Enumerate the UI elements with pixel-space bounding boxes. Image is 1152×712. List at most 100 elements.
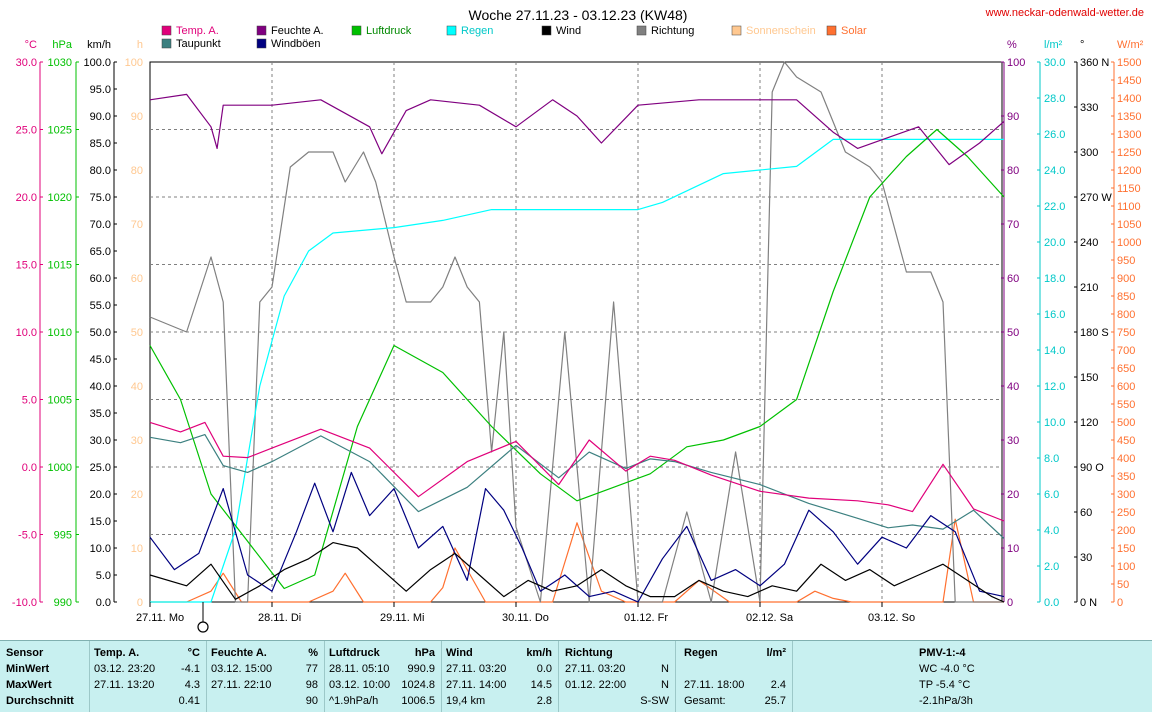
- x-day-label: 29.11. Mi: [380, 612, 424, 624]
- axis-tick-label: 750: [1117, 327, 1135, 339]
- axis-tick-label: 20: [1007, 489, 1019, 501]
- axis-tick-label: 1025: [48, 125, 72, 137]
- axis-tick-label: 1100: [1117, 201, 1141, 213]
- x-day-label: 27.11. Mo: [136, 612, 184, 624]
- axis-tick-label: 100: [125, 57, 143, 69]
- axis-tick-label: 0: [137, 597, 143, 609]
- axis-tick-label: 550: [1117, 399, 1135, 411]
- axis-tick-label: 24.0: [1044, 165, 1065, 177]
- dir-max-time: 01.12. 22:00: [565, 679, 627, 691]
- legend: Temp. A. Feuchte A. Luftdruck Regen Wind Rich…: [161, 25, 867, 50]
- temp-min-value: -4.1: [181, 663, 200, 675]
- axis-tick-label: 20: [131, 489, 143, 501]
- axis-tick-label: 10.0: [1044, 417, 1065, 429]
- rain-max-value: 2.4: [770, 679, 786, 691]
- axis-tick-label: 35.0: [90, 408, 111, 420]
- axis-tick-label: 80.0: [90, 165, 111, 177]
- pres-unit: hPa: [414, 647, 435, 659]
- pres-min-time: 28.11. 05:10: [329, 663, 390, 675]
- dir-max-value: N: [661, 679, 669, 691]
- legend-label: Regen: [461, 25, 493, 37]
- axis-tick-label: 250: [1117, 507, 1135, 519]
- current-time-marker: [197, 621, 209, 633]
- axis-tick-label: 5.0: [22, 395, 37, 407]
- pres-avg-value: 1006.5: [401, 695, 435, 707]
- rain-total-value: 25.7: [764, 695, 786, 707]
- axis-tick-label: 1020: [48, 192, 72, 204]
- x-day-label: 30.11. Do: [502, 612, 549, 624]
- axis-tick-label: 16.0: [1044, 309, 1065, 321]
- axis-tick-label: 60.0: [90, 273, 111, 285]
- axis-unit: hPa: [52, 39, 72, 51]
- axis-tick-label: 600: [1117, 381, 1135, 393]
- legend-swatch: [256, 25, 267, 36]
- axis-tick-label: 850: [1117, 291, 1135, 303]
- axis-tick-label: 990: [54, 597, 72, 609]
- axis-tick-label: 900: [1117, 273, 1135, 285]
- axis-tick-label: 350: [1117, 471, 1135, 483]
- max-label: MaxWert: [6, 679, 52, 691]
- axis-tick-label: 1050: [1117, 219, 1141, 231]
- axes: °C 30.0 25.0 20.0 15.0 10.0 5.0 0.0 -5.0 -10.0 hPa…: [12, 39, 1144, 609]
- temp-min-time: 03.12. 23:20: [94, 663, 156, 675]
- axis-tick-label: 12.0: [1044, 381, 1065, 393]
- axis-tick-label: 100: [1117, 561, 1135, 573]
- axis-tick-label: 15.0: [90, 516, 111, 528]
- axis-tick-label: 1500: [1117, 57, 1141, 69]
- temp-unit: °C: [187, 647, 200, 659]
- axis-tick-label: 10.0: [16, 327, 37, 339]
- series-wind: [149, 541, 1005, 603]
- axis-tick-label: 90.0: [90, 111, 111, 123]
- legend-label: Luftdruck: [366, 25, 412, 37]
- series-regen: [150, 138, 1004, 603]
- stats-sensor: Sensor MinWert MaxWert Durchschnitt: [0, 641, 90, 712]
- axis-tick-label: 50: [131, 327, 143, 339]
- hum-min-value: 77: [305, 663, 318, 675]
- temp-max-value: 4.3: [184, 679, 200, 691]
- hum-max-time: 27.11. 22:10: [211, 679, 272, 691]
- axis-tick-label: 90 O: [1080, 462, 1104, 474]
- axis-tick-label: 1150: [1117, 183, 1141, 195]
- axis-tick-label: 120: [1080, 417, 1098, 429]
- axis-tick-label: 0.0: [22, 462, 37, 474]
- rain-max-time: 27.11. 18:00: [684, 679, 745, 691]
- axis-tick-label: 1000: [48, 462, 72, 474]
- axis-tick-label: 1010: [48, 327, 72, 339]
- hum-avg-value: 90: [305, 695, 318, 707]
- axis-tick-label: 65.0: [90, 246, 111, 258]
- axis-tick-label: 40: [1007, 381, 1019, 393]
- dir-min-time: 27.11. 03:20: [565, 663, 626, 675]
- min-label: MinWert: [6, 663, 50, 675]
- axis-tick-label: 25.0: [16, 125, 37, 137]
- axis-tick-label: 180 S: [1080, 327, 1109, 339]
- stats-rain: Regen l/m² 27.11. 18:00 2.4 Gesamt: 25.7: [676, 641, 793, 712]
- axis-tick-label: 95.0: [90, 84, 111, 96]
- axis-tick-label: 10.0: [90, 543, 111, 555]
- legend-label: Solar: [841, 25, 867, 37]
- axis-tick-label: 995: [54, 530, 72, 542]
- axis-tick-label: 200: [1117, 525, 1135, 537]
- axis-tick-label: 1300: [1117, 129, 1141, 141]
- axis-unit: l/m²: [1044, 39, 1063, 51]
- axis-tick-label: 2.0: [1044, 561, 1059, 573]
- axis-tick-label: 240: [1080, 237, 1098, 249]
- chart-title: Woche 27.11.23 - 03.12.23 (KW48): [469, 7, 688, 23]
- x-day-label: 03.12. So: [868, 612, 915, 624]
- axis-tick-label: 300: [1080, 147, 1098, 159]
- axis-unit: h: [137, 39, 143, 51]
- site-link[interactable]: www.neckar-odenwald-wetter.de: [985, 7, 1144, 19]
- axis-tick-label: 20.0: [16, 192, 37, 204]
- pres-max-value: 1024.8: [401, 679, 435, 691]
- temp-avg-value: 0.41: [178, 695, 200, 707]
- x-day-label: 02.12. Sa: [746, 612, 794, 624]
- axis-tick-label: 270 W: [1080, 192, 1112, 204]
- axis-tick-label: 50: [1007, 327, 1019, 339]
- axis-tick-label: 1200: [1117, 165, 1141, 177]
- axis-tick-label: 50.0: [90, 327, 111, 339]
- axis-tick-label: 1250: [1117, 147, 1141, 159]
- axis-tick-label: 450: [1117, 435, 1135, 447]
- axis-tick-label: 1015: [48, 260, 72, 272]
- axis-tick-label: 210: [1080, 282, 1098, 294]
- rain-total-label: Gesamt:: [684, 695, 726, 707]
- wind-min-time: 27.11. 03:20: [446, 663, 507, 675]
